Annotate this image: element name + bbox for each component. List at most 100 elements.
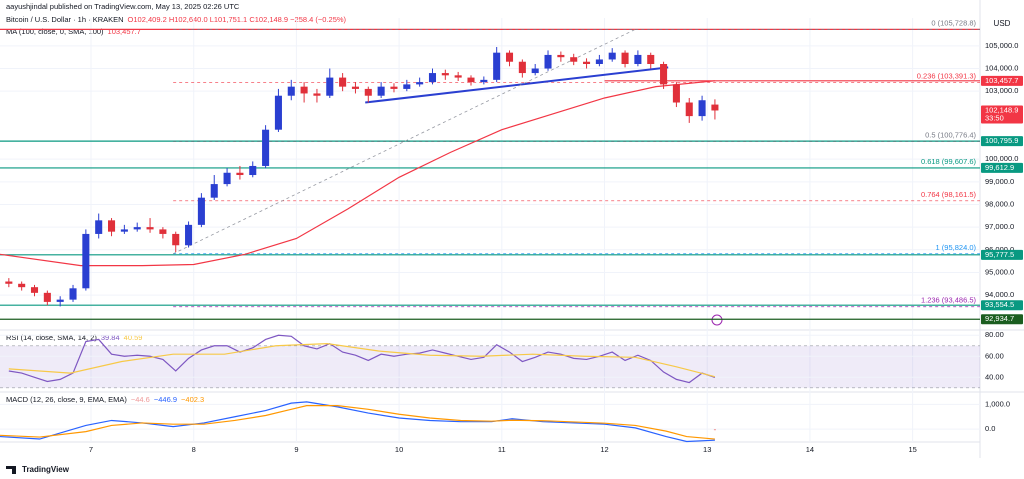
candle-body bbox=[313, 93, 321, 96]
candle-body bbox=[364, 88, 372, 96]
legend-value: 39.84 bbox=[101, 333, 120, 342]
price-tag bbox=[981, 136, 1023, 147]
price-tag bbox=[981, 75, 1023, 86]
indicator-line bbox=[8, 343, 716, 378]
price-tag-label: 95,777.5 bbox=[985, 250, 1014, 259]
candle-body bbox=[18, 283, 26, 288]
y-tick-label: 94,000.0 bbox=[985, 290, 1014, 299]
x-tick-label: 9 bbox=[294, 445, 298, 454]
candle-body bbox=[236, 172, 244, 176]
price-tag bbox=[981, 162, 1023, 173]
candle-body bbox=[5, 281, 13, 284]
candle-body bbox=[69, 288, 77, 300]
fib-label: 0.618 (99,607.6) bbox=[921, 157, 977, 166]
candle-body bbox=[454, 75, 462, 78]
fib-label: 0.764 (98,161.5) bbox=[921, 190, 977, 199]
indicator-line bbox=[0, 80, 715, 267]
footer: TradingView bbox=[22, 465, 70, 474]
legend-value: 40.59 bbox=[124, 333, 143, 342]
candle-body bbox=[711, 104, 719, 111]
fib-label: 0.5 (100,776.4) bbox=[925, 131, 976, 140]
x-tick-label: 12 bbox=[600, 445, 608, 454]
candle-body bbox=[223, 172, 231, 185]
candle-body bbox=[120, 229, 128, 232]
candle-body bbox=[43, 292, 51, 302]
price-tag bbox=[981, 249, 1023, 260]
y-tick-label: 80.00 bbox=[985, 330, 1004, 339]
x-tick-label: 7 bbox=[89, 445, 93, 454]
candle-body bbox=[300, 86, 308, 94]
ohlc: O102,409.2 H102,640.0 L101,751.1 C102,14… bbox=[128, 15, 347, 24]
y-tick-label: 1,000.0 bbox=[985, 399, 1010, 408]
candle-body bbox=[428, 73, 437, 83]
candle-body bbox=[262, 129, 270, 166]
candle-body bbox=[185, 224, 193, 246]
author: aayushjindal published on TradingView.co… bbox=[6, 2, 240, 11]
logo bbox=[6, 466, 16, 474]
legend-value: −446.9 bbox=[154, 395, 177, 404]
trend-line bbox=[365, 66, 669, 104]
candle-body bbox=[210, 184, 218, 198]
candle-body bbox=[467, 77, 475, 83]
currency: USD bbox=[994, 19, 1011, 28]
legend-title: RSI (14, close, SMA, 14, 2) bbox=[6, 333, 97, 342]
candle-body bbox=[56, 299, 64, 302]
symbol: Bitcoin / U.S. Dollar · 1h · KRAKEN bbox=[6, 15, 124, 24]
price-tag-label: 92,934.7 bbox=[985, 314, 1014, 323]
candle-body bbox=[30, 287, 39, 293]
candle-body bbox=[685, 102, 693, 117]
candle-body bbox=[518, 61, 526, 74]
candle-body bbox=[95, 220, 103, 234]
price-tag bbox=[981, 105, 1023, 124]
candle-body bbox=[493, 52, 501, 80]
legend-value: 103,457.7 bbox=[108, 27, 141, 36]
candle-body bbox=[672, 84, 680, 103]
candle-body bbox=[480, 79, 488, 83]
price-tag-label: 103,457.7 bbox=[985, 76, 1018, 85]
x-tick-label: 11 bbox=[498, 445, 506, 454]
candle-body bbox=[544, 54, 552, 69]
price-tag-label: 93,554.5 bbox=[985, 300, 1014, 309]
fib-label: 0.236 (103,391.3) bbox=[917, 71, 977, 80]
legend-value: −402.3 bbox=[181, 395, 204, 404]
candle-body bbox=[634, 54, 642, 64]
candle-body bbox=[505, 52, 514, 62]
candle-body bbox=[647, 54, 655, 64]
candle-body bbox=[339, 77, 347, 87]
candle-body bbox=[377, 86, 385, 96]
candle-body bbox=[159, 229, 167, 234]
y-tick-label: 97,000.0 bbox=[985, 222, 1014, 231]
candle-body bbox=[531, 68, 539, 74]
x-tick-label: 14 bbox=[806, 445, 814, 454]
alert-icon bbox=[711, 314, 723, 326]
y-tick-label: 96,000.0 bbox=[985, 245, 1014, 254]
countdown: 33:50 bbox=[985, 113, 1004, 122]
x-tick-label: 13 bbox=[703, 445, 711, 454]
y-tick-label: 98,000.0 bbox=[985, 199, 1014, 208]
histogram-bar bbox=[713, 429, 716, 431]
candle-body bbox=[595, 59, 603, 64]
indicator-line bbox=[0, 405, 715, 440]
candle-body bbox=[403, 84, 411, 89]
price-tag-label: 100,795.9 bbox=[985, 136, 1018, 145]
candle-body bbox=[172, 233, 180, 246]
legend-value: −44.6 bbox=[131, 395, 150, 404]
candle-body bbox=[287, 86, 295, 96]
y-tick-label: 105,000.0 bbox=[985, 41, 1018, 50]
candle-body bbox=[583, 61, 591, 64]
candle-body bbox=[82, 233, 90, 289]
trend-line bbox=[172, 28, 636, 255]
candle-body bbox=[351, 86, 359, 89]
y-tick-label: 103,000.0 bbox=[985, 86, 1018, 95]
candle-body bbox=[390, 86, 398, 89]
candle-body bbox=[660, 63, 668, 85]
candle-body bbox=[621, 52, 629, 64]
fib-label: 0 (105,728.8) bbox=[931, 18, 976, 27]
candle-body bbox=[249, 165, 257, 176]
y-tick-label: 95,000.0 bbox=[985, 267, 1014, 276]
y-tick-label: 0.0 bbox=[985, 424, 995, 433]
candle-body bbox=[416, 82, 424, 85]
candle-body bbox=[557, 54, 565, 58]
fib-label: 1.236 (93,486.5) bbox=[921, 296, 977, 305]
